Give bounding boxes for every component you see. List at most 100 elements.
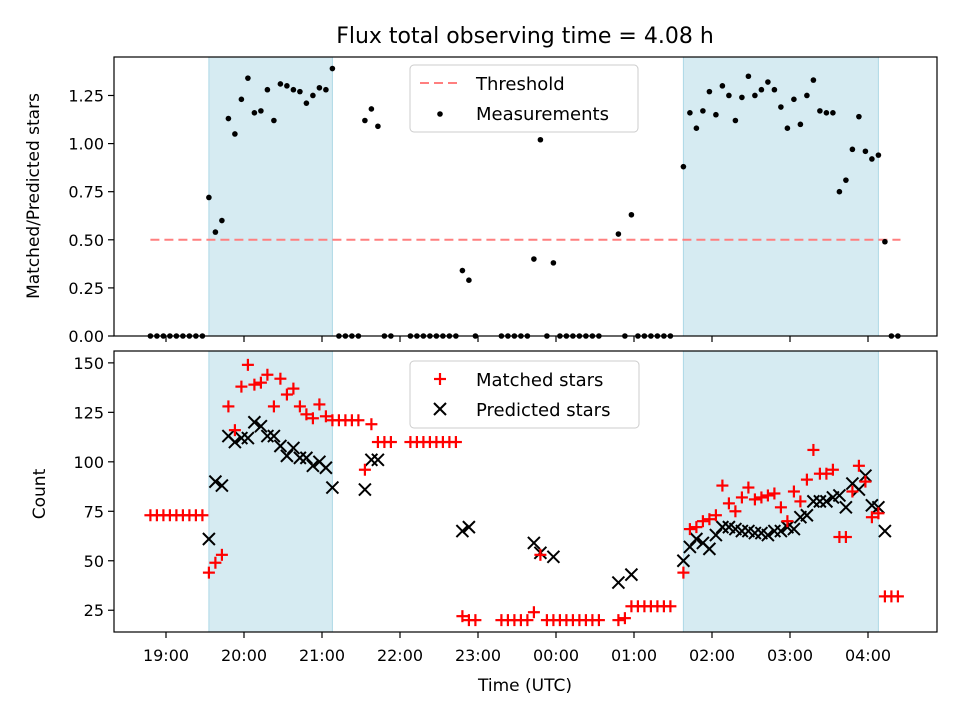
matched-star-point bbox=[690, 521, 703, 534]
matched-star-point bbox=[826, 463, 839, 476]
matched-star-point bbox=[287, 382, 300, 395]
matched-star-point bbox=[729, 505, 742, 518]
bottom-y-axis-label: Count bbox=[30, 468, 50, 519]
predicted-star-point bbox=[689, 532, 704, 546]
matched-star-point bbox=[859, 475, 872, 488]
legend-threshold-label: Threshold bbox=[475, 74, 565, 95]
predicted-star-point bbox=[611, 575, 626, 590]
predicted-star-point bbox=[819, 494, 834, 509]
predicted-star-point bbox=[215, 478, 229, 493]
matched-star-point bbox=[781, 515, 794, 528]
predicted-star-point bbox=[234, 431, 249, 445]
matched-star-point bbox=[358, 463, 371, 476]
top-legend-box bbox=[409, 64, 639, 133]
x-tick-label: 23:00 bbox=[455, 646, 501, 665]
top-axes-frame bbox=[113, 56, 938, 337]
predicted-star-point bbox=[260, 429, 275, 443]
measurement-point bbox=[628, 211, 635, 218]
measurement-point bbox=[745, 73, 752, 80]
chart-title: Flux total observing time = 4.08 h bbox=[336, 24, 714, 49]
measurement-point bbox=[238, 96, 245, 103]
matched-star-point bbox=[306, 412, 319, 425]
measurement-point bbox=[251, 110, 258, 116]
measurement-point bbox=[466, 277, 472, 284]
top-shaded-windows bbox=[208, 56, 879, 337]
matched-star-point bbox=[800, 473, 813, 486]
predicted-star-point bbox=[761, 528, 775, 542]
matched-star-point bbox=[384, 436, 397, 449]
legend-measurements-swatch bbox=[437, 111, 443, 117]
predicted-star-point bbox=[462, 520, 476, 534]
measurement-point bbox=[323, 86, 329, 93]
measurement-point bbox=[680, 163, 687, 170]
measurement-point bbox=[550, 260, 557, 266]
measurement-point bbox=[758, 86, 765, 93]
x-tick-label: 21:00 bbox=[299, 646, 345, 665]
measurement-point bbox=[232, 131, 238, 137]
panel-top: 0.00 0.25 0.50 0.75 1.00 1.25 Matched/Predict… bbox=[24, 56, 938, 346]
matched-star-point bbox=[774, 501, 787, 514]
measurement-point bbox=[784, 125, 791, 131]
predicted-star-point bbox=[676, 554, 691, 568]
predicted-star-point bbox=[371, 453, 385, 467]
measurement-point bbox=[778, 104, 784, 110]
matched-star-point bbox=[742, 481, 755, 494]
predicted-star-point bbox=[306, 459, 320, 473]
predicted-star-point bbox=[293, 451, 307, 465]
measurement-point bbox=[693, 125, 700, 131]
bottom-legend-box bbox=[409, 360, 640, 429]
measurement-point bbox=[706, 88, 713, 95]
x-tick-label: 01:00 bbox=[611, 646, 657, 665]
matched-star-point bbox=[612, 614, 625, 627]
measurement-point bbox=[264, 86, 271, 93]
predicted-star-point bbox=[709, 528, 723, 542]
measurement-point bbox=[329, 65, 336, 72]
legend-predicted-label: Predicted stars bbox=[476, 400, 610, 421]
matched-star-point bbox=[209, 556, 222, 569]
x-axis-label: Time (UTC) bbox=[477, 676, 572, 696]
measurement-points bbox=[147, 65, 901, 339]
matched-star-point bbox=[683, 523, 696, 536]
legend-matched-swatch bbox=[434, 373, 446, 385]
measurement-point bbox=[212, 229, 219, 235]
matched-star-point bbox=[820, 467, 833, 480]
predicted-star-point bbox=[358, 482, 372, 497]
matched-star-point bbox=[365, 418, 378, 431]
matched-star-point bbox=[872, 507, 885, 520]
predicted-star-point bbox=[286, 441, 301, 455]
y-tick-label: 1.25 bbox=[68, 86, 104, 105]
predicted-star-point bbox=[364, 453, 379, 467]
measurement-point bbox=[719, 83, 726, 89]
shaded-window bbox=[682, 56, 879, 337]
matched-star-point bbox=[267, 400, 280, 413]
matched-star-point bbox=[865, 511, 878, 524]
predicted-star-point bbox=[852, 482, 866, 497]
matched-star-point bbox=[274, 372, 287, 385]
measurement-point bbox=[271, 117, 277, 124]
y-tick-label: 0.25 bbox=[68, 279, 104, 298]
predicted-star-point bbox=[767, 524, 782, 538]
x-tick-label: 22:00 bbox=[377, 646, 423, 665]
matched-star-point bbox=[319, 410, 332, 423]
matched-star-point bbox=[722, 497, 735, 510]
shaded-window bbox=[682, 350, 879, 633]
predicted-star-point bbox=[735, 524, 749, 538]
x-tick-label: 03:00 bbox=[767, 646, 813, 665]
x-tick-label: 19:00 bbox=[143, 646, 189, 665]
measurement-point bbox=[258, 108, 264, 114]
predicted-star-point bbox=[280, 449, 294, 463]
measurement-point bbox=[375, 123, 381, 130]
measurement-point bbox=[726, 92, 732, 99]
matched-star-point bbox=[891, 590, 904, 603]
measurement-point bbox=[843, 177, 849, 183]
y-tick-label: 0.50 bbox=[68, 231, 104, 250]
matched-star-point bbox=[254, 376, 267, 389]
measurement-point bbox=[752, 92, 758, 99]
matched-star-point bbox=[313, 398, 326, 411]
x-tick-label: 00:00 bbox=[533, 646, 579, 665]
matched-star-point bbox=[709, 509, 722, 522]
predicted-star-point bbox=[546, 550, 561, 564]
predicted-star-point bbox=[273, 439, 288, 453]
measurement-point bbox=[856, 113, 862, 120]
predicted-star-point bbox=[254, 419, 268, 433]
